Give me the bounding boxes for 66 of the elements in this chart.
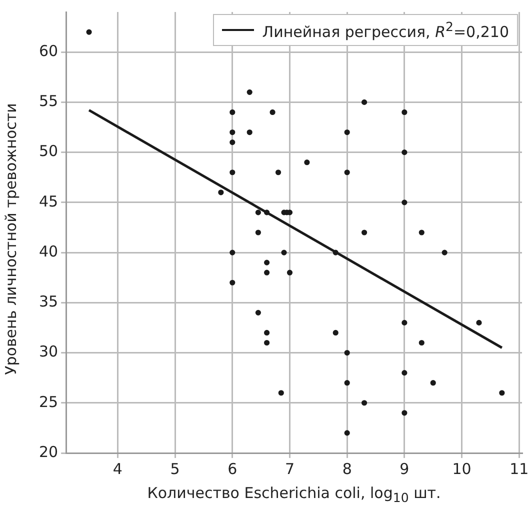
point [264, 340, 270, 346]
point [86, 29, 92, 35]
point [281, 250, 287, 256]
y-tick-label: 45 [38, 192, 58, 210]
point [230, 109, 236, 116]
point [344, 129, 350, 136]
x-tick-label: 8 [342, 460, 352, 478]
point [402, 410, 408, 416]
point [230, 280, 236, 286]
y-tick-label: 50 [38, 142, 58, 160]
y-tick-label: 35 [38, 292, 58, 311]
point [402, 200, 408, 206]
point [304, 160, 310, 166]
x-tick-label: 5 [170, 460, 180, 478]
point [402, 109, 408, 116]
y-tick-label: 30 [38, 342, 58, 361]
point [476, 320, 482, 326]
point [499, 390, 505, 396]
point [402, 370, 408, 376]
x-tick-label: 11 [510, 460, 529, 478]
y-tick-label: 40 [38, 242, 58, 260]
legend-label: Линейная регрессия, R$^{2}$=0,210 [262, 19, 509, 41]
point [275, 170, 282, 176]
point [264, 260, 270, 266]
x-tick-label: 9 [400, 460, 410, 478]
point [442, 250, 448, 256]
x-tick-label: 10 [452, 460, 472, 478]
point [418, 340, 424, 346]
point [255, 310, 261, 316]
point [264, 210, 270, 216]
point [402, 150, 408, 156]
point [230, 129, 236, 136]
y-tick-label: 55 [38, 92, 58, 110]
point [418, 230, 424, 236]
point [230, 170, 236, 176]
point [264, 330, 270, 336]
point [246, 89, 252, 95]
point [361, 230, 368, 236]
point [230, 250, 236, 256]
y-tick-label: 60 [38, 42, 58, 60]
x-axis-title: Количество Escherichia coli, log$_{10}$ шт. [146, 484, 442, 505]
point [361, 99, 368, 106]
y-tick-label: 20 [38, 442, 58, 461]
point [361, 400, 368, 406]
x-tick-label: 4 [112, 460, 122, 478]
point [286, 270, 293, 276]
point [344, 170, 350, 176]
point [278, 390, 284, 396]
point [270, 109, 276, 116]
point [344, 350, 350, 356]
x-tick-label: 7 [284, 460, 295, 478]
x-tick-label: 6 [228, 460, 238, 478]
point [255, 230, 261, 236]
point [218, 190, 224, 196]
point [402, 320, 408, 326]
point [344, 380, 350, 386]
y-axis-title: Уровень личностной тревожности [2, 102, 20, 377]
point [344, 430, 350, 436]
point [332, 250, 338, 256]
point [255, 210, 261, 216]
y-tick-label: 25 [38, 392, 58, 411]
point [230, 139, 236, 146]
point [246, 129, 252, 136]
point [430, 380, 436, 386]
point [264, 270, 270, 276]
point [332, 330, 338, 336]
